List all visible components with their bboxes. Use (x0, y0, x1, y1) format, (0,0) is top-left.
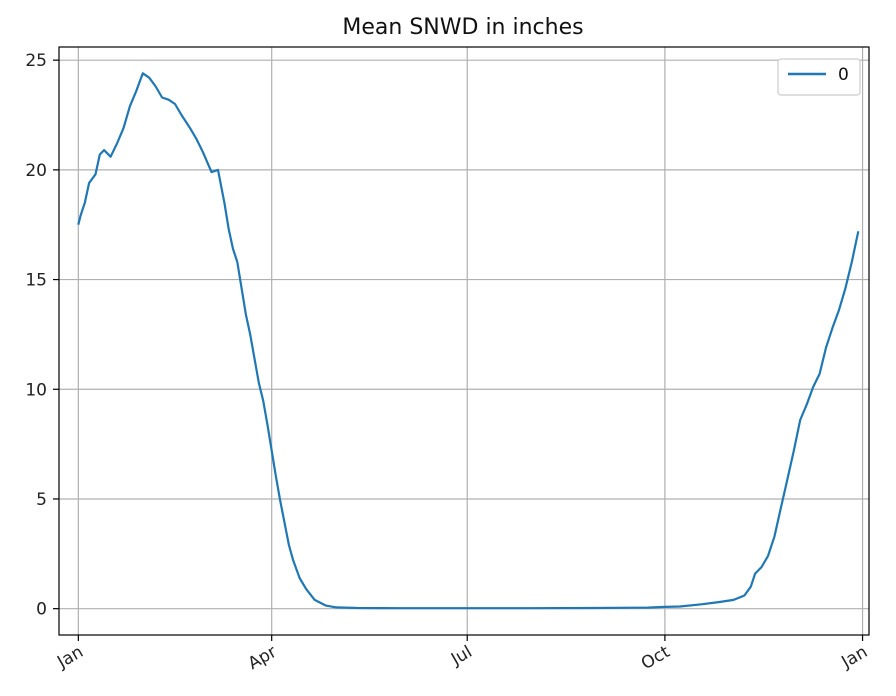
series-group (77, 72, 860, 610)
grid (59, 47, 869, 635)
y-tick-label: 15 (25, 271, 47, 291)
x-tick-label: Jan (837, 642, 871, 673)
y-tick-label: 10 (25, 380, 47, 400)
series-line-0 (77, 72, 860, 610)
x-tick-label: Oct (638, 642, 674, 674)
axis-ticks: 0 5 10 15 20 25 Jan Apr Jul Oct Jan (25, 51, 871, 674)
legend-box (777, 58, 861, 96)
legend: 0 (777, 58, 861, 96)
y-tick-label: 0 (36, 600, 47, 620)
y-tick-label: 25 (25, 51, 47, 71)
chart-title: Mean SNWD in inches (342, 15, 583, 40)
y-tick-label: 20 (25, 161, 47, 181)
plot-area-frame (58, 46, 870, 636)
y-tick-label: 5 (36, 490, 47, 510)
legend-label-0: 0 (838, 65, 849, 85)
x-tick-label: Apr (245, 642, 280, 674)
x-tick-label: Jul (447, 642, 476, 670)
x-tick-label: Jan (53, 642, 87, 673)
